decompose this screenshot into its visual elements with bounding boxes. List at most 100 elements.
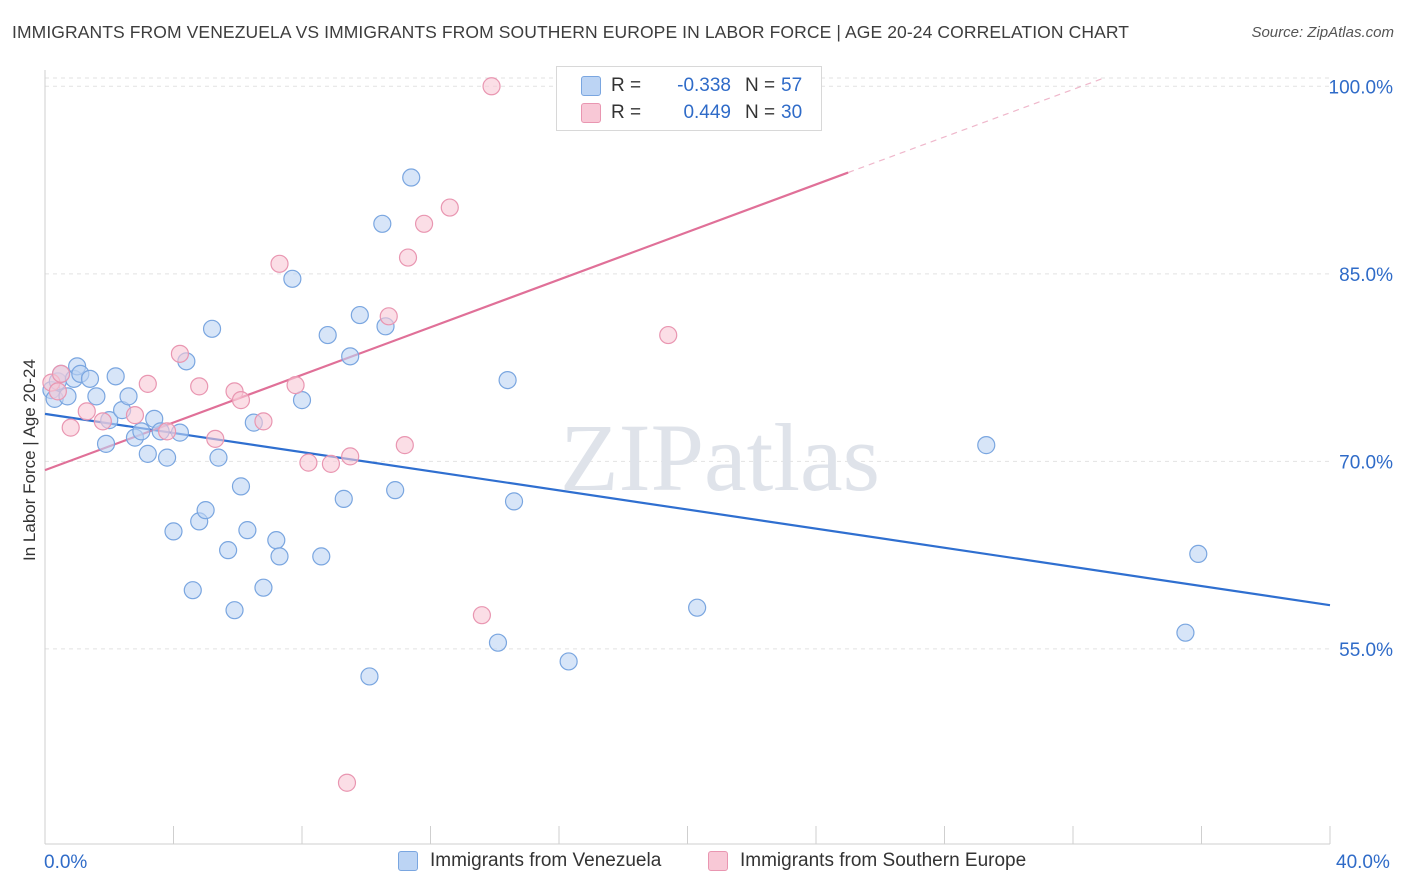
point-southern-europe bbox=[190, 377, 209, 396]
point-southern-europe bbox=[51, 364, 71, 383]
point-venezuela bbox=[225, 601, 244, 620]
y-tick-label: 55.0% bbox=[1339, 640, 1393, 661]
point-southern-europe bbox=[93, 412, 112, 431]
point-southern-europe bbox=[472, 606, 491, 625]
bottom-legend-southern-europe: Immigrants from Southern Europe bbox=[708, 850, 1026, 872]
point-venezuela bbox=[164, 522, 183, 541]
point-southern-europe bbox=[138, 374, 157, 393]
r-value: -0.338 bbox=[677, 75, 731, 96]
grid-lines bbox=[45, 77, 1330, 650]
point-southern-europe bbox=[414, 214, 434, 233]
point-venezuela bbox=[312, 547, 331, 566]
point-southern-europe bbox=[398, 248, 418, 267]
point-venezuela bbox=[238, 521, 257, 540]
point-venezuela bbox=[350, 305, 369, 325]
point-southern-europe bbox=[231, 391, 251, 410]
point-venezuela bbox=[498, 371, 517, 390]
legend-swatch-pink bbox=[581, 103, 601, 123]
point-venezuela bbox=[87, 387, 106, 406]
trend-line-extension-southern-europe bbox=[847, 78, 1103, 174]
legend-swatch-blue bbox=[398, 851, 418, 871]
y-tick-label: 85.0% bbox=[1339, 265, 1393, 286]
point-venezuela bbox=[219, 541, 238, 560]
r-value: 0.449 bbox=[683, 102, 731, 123]
point-southern-europe bbox=[48, 382, 67, 401]
point-venezuela bbox=[183, 581, 202, 600]
point-venezuela bbox=[402, 168, 421, 187]
y-axis-label: In Labor Force | Age 20-24 bbox=[20, 359, 39, 561]
n-value: 57 bbox=[781, 75, 803, 96]
y-tick-label: 70.0% bbox=[1339, 452, 1393, 473]
point-venezuela bbox=[119, 387, 138, 406]
x-tick-label-min: 0.0% bbox=[44, 852, 88, 873]
r-label: R = bbox=[611, 102, 642, 123]
point-venezuela bbox=[360, 667, 379, 686]
point-venezuela bbox=[334, 489, 353, 508]
point-southern-europe bbox=[286, 376, 305, 395]
legend-row-venezuela: R = -0.338 N = 57 bbox=[581, 73, 802, 99]
source-note: Source: ZipAtlas.com bbox=[1251, 24, 1394, 41]
point-venezuela bbox=[1189, 544, 1208, 564]
point-venezuela bbox=[341, 347, 360, 366]
legend-swatch-pink bbox=[708, 851, 728, 871]
point-venezuela bbox=[688, 598, 707, 617]
point-southern-europe bbox=[341, 447, 360, 466]
bottom-legend-venezuela: Immigrants from Venezuela bbox=[398, 850, 661, 872]
point-southern-europe bbox=[299, 453, 318, 472]
legend-label: Immigrants from Southern Europe bbox=[740, 850, 1027, 871]
point-southern-europe bbox=[337, 773, 357, 792]
n-label: N = bbox=[745, 102, 776, 123]
point-southern-europe bbox=[125, 406, 145, 425]
point-southern-europe bbox=[157, 422, 177, 441]
point-southern-europe bbox=[61, 418, 80, 437]
r-label: R = bbox=[611, 75, 642, 96]
point-venezuela bbox=[267, 531, 286, 550]
point-venezuela bbox=[270, 547, 289, 566]
legend-swatch-blue bbox=[581, 76, 601, 96]
point-venezuela bbox=[196, 501, 215, 520]
point-venezuela bbox=[132, 422, 151, 441]
watermark: ZIPatlas bbox=[560, 404, 880, 511]
n-value: 30 bbox=[781, 102, 803, 123]
stats-legend: R = -0.338 N = 57 R = 0.449 N = 30 bbox=[556, 66, 822, 131]
point-southern-europe bbox=[77, 402, 96, 421]
point-southern-europe bbox=[170, 344, 190, 363]
point-venezuela bbox=[977, 436, 996, 455]
point-southern-europe bbox=[395, 436, 414, 455]
chart-title: IMMIGRANTS FROM VENEZUELA VS IMMIGRANTS … bbox=[12, 22, 1130, 42]
y-tick-label: 100.0% bbox=[1329, 77, 1394, 98]
point-venezuela bbox=[209, 448, 228, 467]
point-southern-europe bbox=[659, 325, 678, 345]
point-venezuela bbox=[96, 434, 116, 453]
data-points bbox=[42, 77, 1208, 792]
point-southern-europe bbox=[482, 77, 501, 96]
point-venezuela bbox=[157, 448, 177, 467]
point-venezuela bbox=[488, 633, 508, 652]
point-venezuela bbox=[1176, 623, 1195, 642]
trend-line-venezuela bbox=[44, 412, 1331, 607]
point-southern-europe bbox=[270, 254, 289, 273]
axes: 55.0% 70.0% 85.0% 100.0% bbox=[44, 70, 1394, 845]
point-venezuela bbox=[373, 214, 392, 233]
point-venezuela bbox=[254, 578, 273, 597]
legend-row-southern-europe: R = 0.449 N = 30 bbox=[581, 100, 802, 126]
point-venezuela bbox=[292, 391, 312, 410]
point-venezuela bbox=[559, 652, 578, 671]
point-southern-europe bbox=[254, 412, 273, 431]
x-tick-label-max: 40.0% bbox=[1336, 852, 1390, 873]
point-southern-europe bbox=[206, 429, 225, 448]
point-southern-europe bbox=[440, 198, 459, 217]
n-label: N = bbox=[745, 75, 776, 96]
legend-label: Immigrants from Venezuela bbox=[430, 850, 662, 871]
point-venezuela bbox=[106, 367, 125, 386]
point-venezuela bbox=[138, 444, 157, 463]
point-venezuela bbox=[386, 481, 405, 500]
trend-line-southern-europe bbox=[44, 171, 849, 472]
point-southern-europe bbox=[379, 307, 398, 326]
trend-lines bbox=[44, 78, 1331, 607]
point-venezuela bbox=[504, 492, 524, 511]
point-southern-europe bbox=[321, 454, 341, 473]
point-venezuela bbox=[231, 477, 251, 496]
point-venezuela bbox=[283, 269, 302, 288]
